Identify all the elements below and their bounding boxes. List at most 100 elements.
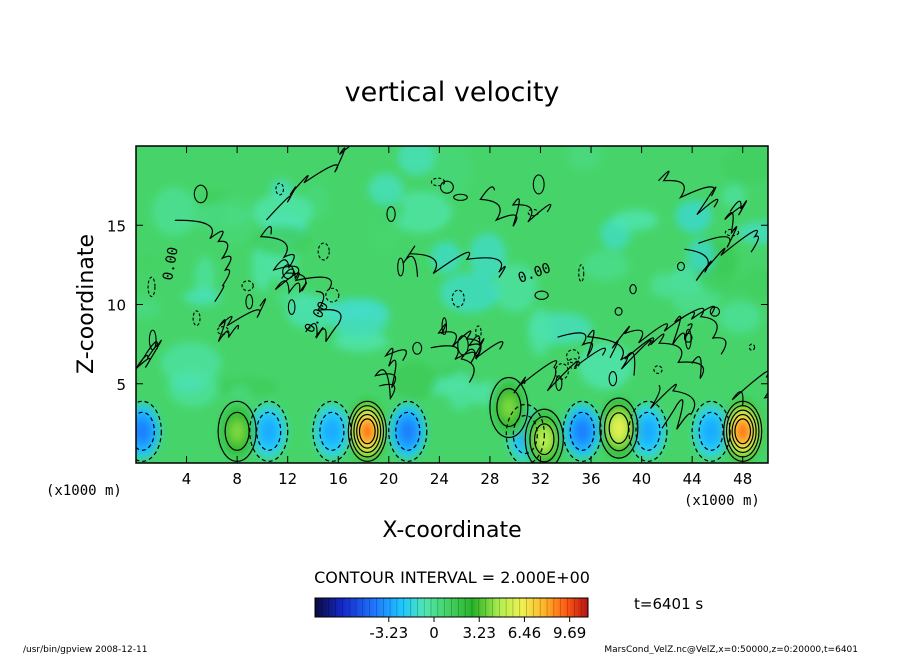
field-patch: [253, 193, 314, 231]
field-patch: [675, 200, 712, 233]
contour-line: [412, 341, 423, 355]
field-patch: [566, 146, 602, 170]
field-patch: [431, 146, 472, 196]
updraft-cell: [537, 429, 551, 450]
field-patch: [136, 252, 178, 275]
updraft-cell: [612, 418, 626, 439]
contour-line: [683, 332, 693, 343]
field-patch: [397, 146, 436, 176]
contour-line: [569, 411, 595, 451]
contour-line: [658, 170, 719, 216]
contour-line: [691, 400, 731, 462]
contour-line: [527, 208, 539, 217]
contour-line: [709, 306, 721, 317]
field-patch: [152, 187, 197, 236]
x-unit-right: (x1000 m): [684, 493, 760, 509]
contour-line: [174, 219, 232, 303]
field-patch: [392, 360, 437, 401]
contour-line: [136, 411, 155, 451]
colorbar-frame: [314, 597, 589, 618]
x-tick-label: 48: [733, 470, 752, 488]
updraft-cell: [736, 421, 750, 442]
y-axis-label: Z-coordinate: [74, 234, 99, 374]
y-tick-label: 15: [107, 217, 126, 235]
contour-line: [748, 343, 756, 351]
field-patch: [430, 241, 462, 274]
contour-line: [534, 290, 549, 300]
contour-line: [356, 413, 379, 449]
time-label: t=6401 s: [634, 595, 703, 613]
contour-line: [317, 242, 330, 261]
x-tick-label: 16: [329, 470, 348, 488]
contour-line: [734, 418, 752, 445]
contour-line: [451, 289, 465, 308]
downdraft-cell: [136, 420, 151, 443]
downdraft-cell: [639, 420, 656, 443]
updraft-cell: [502, 397, 516, 418]
field-patch: [718, 301, 761, 334]
downdraft-cell: [260, 420, 277, 443]
field-patch: [528, 307, 552, 356]
contour-line: [653, 365, 663, 374]
contour-line: [649, 383, 696, 430]
contour-line: [265, 146, 351, 221]
y-axis: 5 10 15: [107, 217, 768, 394]
contour-line: [312, 400, 352, 462]
contour-line: [489, 376, 529, 439]
footer-right: MarsCond_VelZ.nc@VelZ,x=0:50000,z=0:2000…: [604, 645, 858, 654]
contour-line: [629, 284, 637, 295]
contour-line: [529, 415, 560, 463]
colorbar-tick-label: 6.46: [508, 624, 541, 642]
field-patch: [333, 330, 389, 352]
contour-label: 0.00: [160, 246, 182, 282]
contour-line: [274, 272, 333, 295]
field-patch: [286, 295, 339, 329]
x-unit-left: (x1000 m): [46, 483, 122, 499]
x-tick-label: 4: [182, 470, 192, 488]
downdraft-cell: [323, 420, 340, 443]
contour-line: [505, 403, 545, 463]
contour-line: [397, 257, 405, 277]
contour-line: [305, 290, 342, 343]
contour-line: [457, 335, 469, 356]
field-patch: [469, 232, 507, 279]
contour-line: [609, 305, 716, 359]
contour-line: [192, 310, 201, 327]
contour-line: [347, 400, 387, 462]
contour-line: [388, 400, 428, 462]
contour-line: [216, 326, 229, 335]
colorbar-tick-label: 3.23: [463, 624, 496, 642]
contour-line: [698, 411, 724, 451]
field-patch: [582, 250, 630, 281]
contour-line: [624, 333, 705, 379]
contour-line: [532, 174, 545, 195]
field-patch: [328, 299, 390, 338]
contour-line: [479, 186, 552, 227]
contour-line: [245, 294, 254, 310]
contour-line: [524, 408, 564, 463]
contour-line: [684, 229, 760, 281]
footer-left: /usr/bin/gpview 2008-12-11: [23, 645, 147, 654]
contour-line: [148, 329, 157, 351]
contour-line: [513, 347, 606, 394]
contour-line: [496, 387, 522, 428]
contour-line: [562, 400, 602, 462]
colorbar-tick-label: 9.69: [553, 624, 586, 642]
updraft-cell: [230, 421, 244, 442]
contour-line: [453, 193, 468, 201]
colorbar: [315, 598, 588, 617]
contour-line: [724, 228, 740, 237]
contour-line: [635, 411, 661, 451]
x-tick-label: 36: [581, 470, 600, 488]
contour-interval: CONTOUR INTERVAL = 2.000E+00: [314, 568, 590, 587]
field-patch: [368, 173, 404, 205]
contour-line: [325, 287, 340, 303]
field-patch: [739, 267, 768, 301]
field-patch: [390, 191, 452, 234]
field-patch: [183, 288, 221, 306]
contour-line: [287, 299, 296, 315]
contour-line: [614, 307, 623, 316]
contour-line: [319, 411, 345, 451]
contour-line: [557, 329, 652, 370]
